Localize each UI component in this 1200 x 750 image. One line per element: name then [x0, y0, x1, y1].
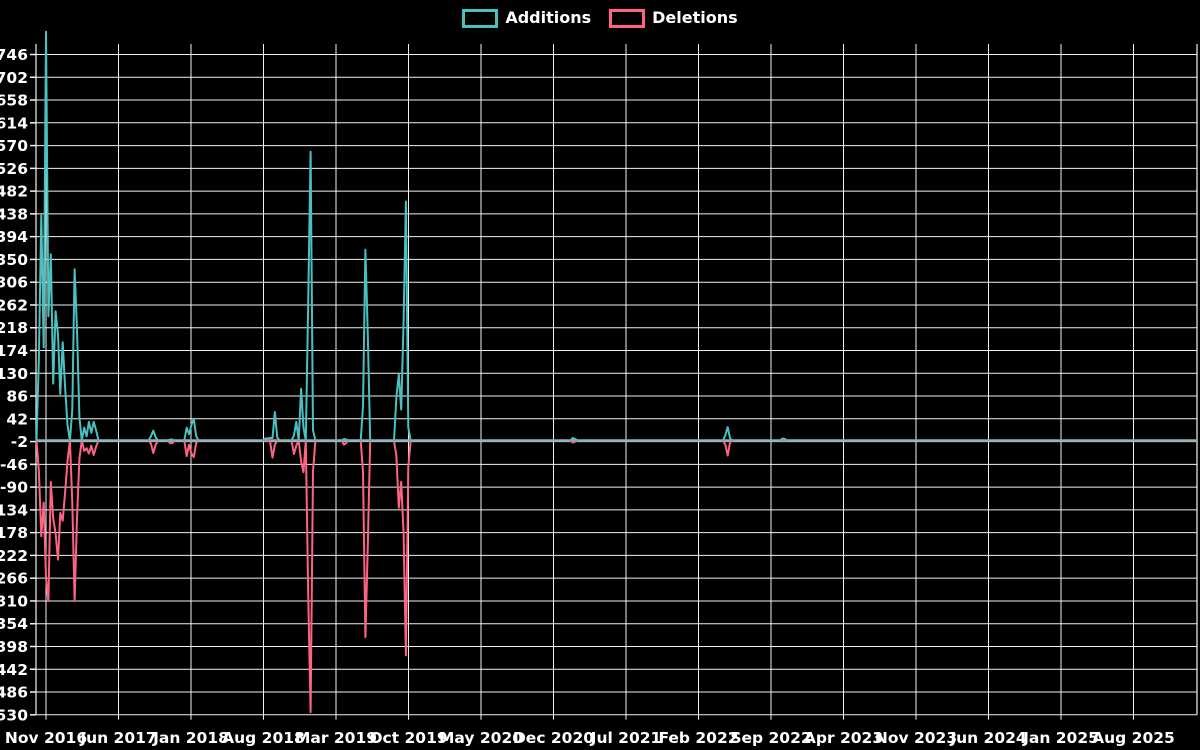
additions-swatch-icon — [462, 8, 499, 28]
y-axis-tick-label: 526 — [0, 160, 28, 178]
y-axis-tick-label: 86 — [6, 388, 28, 406]
y-axis-tick-label: 570 — [0, 137, 28, 155]
y-axis-tick-label: 658 — [0, 92, 28, 110]
y-axis-tick-label: 614 — [0, 114, 28, 132]
legend-item-deletions[interactable]: Deletions — [609, 8, 738, 28]
x-axis-tick-label: Dec 2020 — [513, 729, 594, 747]
legend-label-additions: Additions — [505, 8, 592, 27]
deletions-swatch-icon — [609, 8, 646, 28]
y-axis-tick-label: 482 — [0, 183, 28, 201]
y-axis-tick-label: -310 — [0, 592, 28, 610]
x-axis-tick-label: Jan 2025 — [1022, 729, 1099, 747]
x-axis-tick-label: Jun 2017 — [79, 729, 156, 747]
y-axis-tick-label: 438 — [0, 205, 28, 223]
x-axis-tick-label: Aug 2025 — [1092, 729, 1175, 747]
x-axis-tick-label: Jul 2021 — [590, 729, 662, 747]
x-axis-tick-label: Mar 2019 — [295, 729, 377, 747]
y-axis-tick-label: -2 — [11, 433, 28, 451]
y-axis-tick-label: 218 — [0, 319, 28, 337]
y-axis-tick-label: 394 — [0, 228, 28, 246]
y-axis-tick-label: 130 — [0, 365, 28, 383]
x-axis-tick-label: Oct 2019 — [369, 729, 447, 747]
y-axis-tick-label: 306 — [0, 274, 28, 292]
x-axis-tick-label: Jan 2018 — [152, 729, 229, 747]
y-axis-tick-label: -398 — [0, 638, 28, 656]
x-axis-tick-label: Sep 2022 — [730, 729, 811, 747]
x-axis-tick-label: Nov 2016 — [5, 729, 87, 747]
x-axis-tick-label: Nov 2023 — [875, 729, 957, 747]
deletions-line — [35, 439, 789, 714]
y-axis-tick-label: 42 — [6, 410, 28, 428]
y-axis-tick-label: 262 — [0, 296, 28, 314]
y-axis-tick-label: 702 — [0, 69, 28, 87]
x-axis-tick-label: Aug 2018 — [222, 729, 305, 747]
y-axis-tick-label: 746 — [0, 46, 28, 64]
y-axis-tick-label: -178 — [0, 524, 28, 542]
y-axis-tick-label: -222 — [0, 547, 28, 565]
x-axis-tick-label: Jun 2024 — [949, 729, 1027, 747]
y-axis-tick-label: -354 — [0, 615, 28, 633]
legend-label-deletions: Deletions — [652, 8, 738, 27]
y-axis-tick-label: 174 — [0, 342, 28, 360]
y-axis-tick-label: -442 — [0, 661, 28, 679]
chart-legend: Additions Deletions — [0, 7, 1200, 29]
y-axis-tick-label: 350 — [0, 251, 28, 269]
legend-item-additions[interactable]: Additions — [462, 8, 592, 28]
x-axis-tick-label: May 2020 — [439, 729, 523, 747]
y-axis-tick-label: -530 — [0, 706, 28, 724]
y-axis-tick-label: -486 — [0, 684, 28, 702]
y-axis-tick-label: -90 — [0, 479, 28, 497]
y-axis-tick-label: -134 — [0, 501, 28, 519]
y-axis-tick-label: -46 — [0, 456, 28, 474]
additions-line — [35, 30, 789, 442]
x-axis-tick-label: Apr 2023 — [804, 729, 883, 747]
x-axis-tick-label: Feb 2022 — [658, 729, 738, 747]
y-axis-tick-label: -266 — [0, 570, 28, 588]
